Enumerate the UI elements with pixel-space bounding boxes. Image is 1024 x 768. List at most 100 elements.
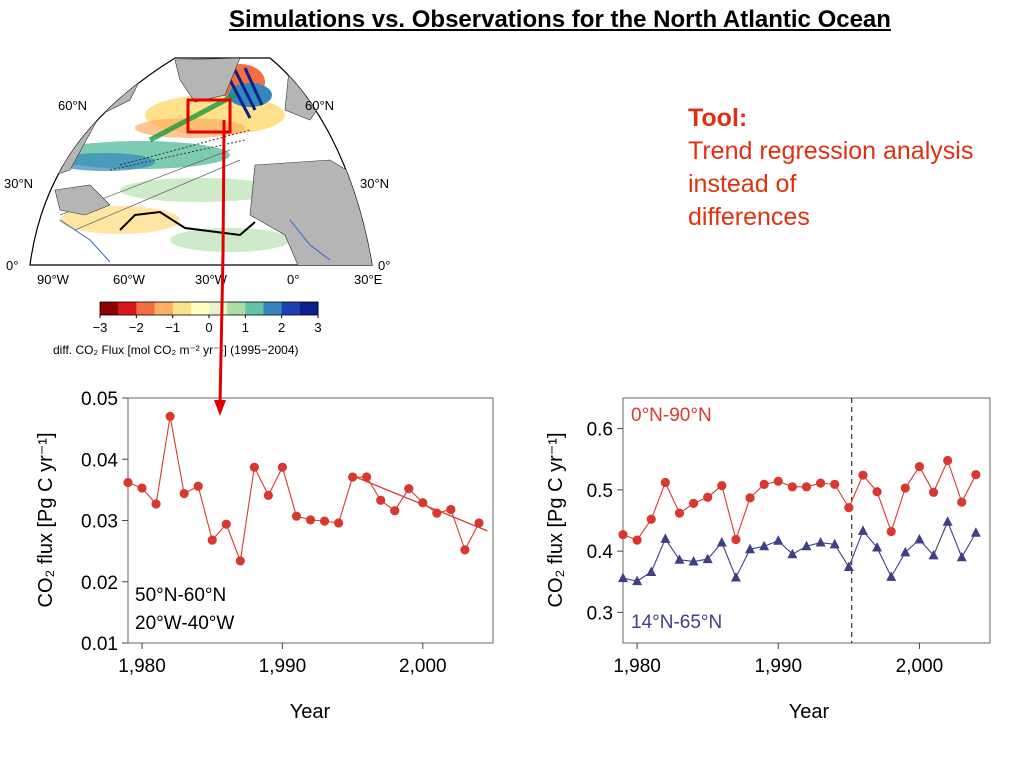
chart2-series <box>618 455 981 586</box>
colorbar-segment <box>227 302 246 315</box>
data-point <box>179 488 189 499</box>
colorbar-segment <box>172 302 192 315</box>
data-point <box>745 493 755 503</box>
chart1-annotation-lon: 20°W-40°W <box>135 613 234 634</box>
lat-label-left-30: 30°N <box>4 176 33 191</box>
data-point <box>674 508 685 518</box>
lon-label-30w: 30°W <box>195 272 228 287</box>
co2-flux-difference-map: 60°N 30°N 0° 60°N 30°N 0° 90°W 60°W 30°W… <box>4 57 390 357</box>
lon-label-90w: 90°W <box>37 272 70 287</box>
data-point <box>773 535 784 545</box>
data-point <box>319 516 330 526</box>
data-point <box>970 527 981 537</box>
chart1-y-axis: 0.01 0.02 0.03 0.04 0.05 <box>81 389 128 655</box>
tool-line-3: differences <box>688 203 810 231</box>
data-point <box>263 490 273 500</box>
chart2-y-axis: 0.3 0.4 0.5 0.6 <box>587 420 623 624</box>
y-tick-label: 0.4 <box>587 542 614 563</box>
colorbar-segment <box>190 302 210 315</box>
chart1-x-axis: 1,980 1,990 2,000 <box>118 643 447 677</box>
data-point <box>432 508 442 518</box>
data-point <box>291 511 302 521</box>
data-point <box>745 543 756 554</box>
colorbar-segment <box>136 302 155 315</box>
y-tick-label: 0.6 <box>587 420 613 441</box>
data-point <box>193 481 203 491</box>
series-line <box>622 458 977 542</box>
colorbar-segment <box>100 302 119 315</box>
data-point <box>221 519 231 529</box>
colorbar-tick-label: 2 <box>278 320 285 335</box>
chart2-x-axis: 1,980 1,990 2,000 <box>613 643 943 677</box>
data-point <box>730 571 741 582</box>
chart2-y-label: CO₂ flux [Pg C yr⁻¹] <box>545 432 567 607</box>
data-point <box>632 535 642 545</box>
data-point <box>843 561 854 572</box>
colorbar-segment <box>263 302 283 315</box>
data-point <box>716 537 727 547</box>
region-highlight-box <box>186 98 232 134</box>
data-point <box>914 533 925 544</box>
map-field <box>30 58 372 265</box>
data-point <box>702 553 713 564</box>
y-tick-label: 0.02 <box>81 573 118 594</box>
tool-heading: Tool: <box>688 104 748 132</box>
connector-arrow <box>214 120 226 416</box>
y-tick-label: 0.5 <box>587 481 613 502</box>
y-tick-label: 0.05 <box>81 389 118 410</box>
data-point <box>333 518 344 528</box>
data-point <box>277 462 288 472</box>
chart2-plot-frame <box>622 397 991 644</box>
data-point <box>928 549 939 560</box>
chart2-x-label: Year <box>789 701 830 723</box>
data-point <box>886 526 896 537</box>
data-point <box>787 548 798 559</box>
lat-label-right-30: 30°N <box>360 176 389 191</box>
x-tick-label: 1,980 <box>613 656 661 677</box>
data-point <box>956 551 967 562</box>
tool-line-1: Trend regression analysis <box>688 137 974 165</box>
lon-label-30e: 30°E <box>354 272 383 287</box>
colorbar-label: diff. CO₂ Flux [mol CO₂ m⁻² yr⁻¹] (1995−… <box>53 343 299 357</box>
data-point <box>165 411 175 421</box>
chart1-annotation-lat: 50°N-60°N <box>135 585 226 606</box>
data-point <box>957 497 967 507</box>
data-point <box>646 514 656 524</box>
slide-title: Simulations vs. Observations for the Nor… <box>229 6 891 33</box>
data-point <box>249 462 259 472</box>
colorbar-segment <box>118 302 137 315</box>
colorbar-tick-label: −1 <box>165 320 180 335</box>
colorbar-segment <box>299 302 319 315</box>
lon-label-60w: 60°W <box>113 272 146 287</box>
data-point <box>632 575 643 586</box>
colorbar-tick-label: 0 <box>205 320 212 335</box>
data-point <box>759 540 770 551</box>
data-point <box>674 554 685 564</box>
colorbar-ticks: −3 −2 −1 0 1 2 3 <box>93 315 322 335</box>
data-point <box>235 556 245 566</box>
data-point <box>942 516 953 526</box>
colorbar-tick-label: −2 <box>129 320 144 335</box>
data-point <box>900 483 910 493</box>
data-point <box>872 487 882 497</box>
data-point <box>759 479 769 489</box>
chart1-x-label: Year <box>290 701 331 723</box>
data-point <box>446 504 456 515</box>
y-tick-label: 0.01 <box>81 634 118 655</box>
data-point <box>390 506 400 516</box>
data-point <box>474 518 484 528</box>
lat-label-right-60: 60°N <box>305 98 334 113</box>
series-line <box>127 416 480 564</box>
colorbar-tick-label: 3 <box>314 320 321 335</box>
data-point <box>660 533 671 543</box>
data-point <box>872 541 883 552</box>
y-tick-label: 0.3 <box>587 603 613 624</box>
colorbar-segment <box>281 302 301 315</box>
y-tick-label: 0.03 <box>81 512 118 533</box>
data-point <box>418 498 428 508</box>
data-point <box>348 472 358 482</box>
x-tick-label: 2,000 <box>896 656 944 677</box>
data-point <box>857 525 868 535</box>
lat-label-left-60: 60°N <box>58 98 87 113</box>
data-point <box>404 484 414 494</box>
